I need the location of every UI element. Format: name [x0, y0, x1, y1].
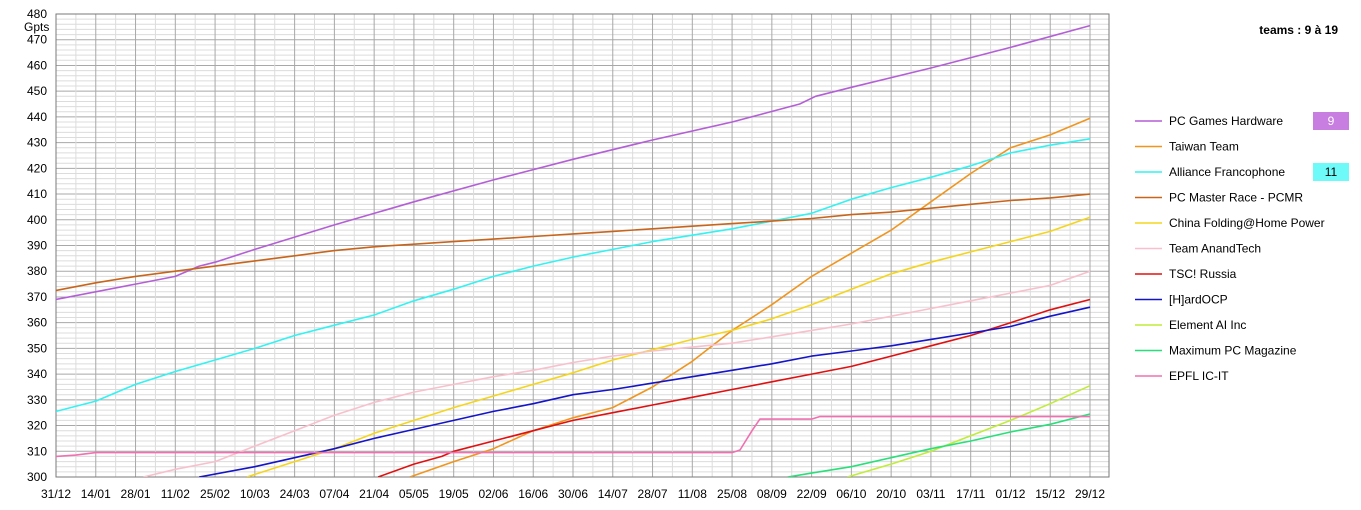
y-tick-label: 420 — [27, 161, 47, 175]
legend-label: Alliance Francophone — [1169, 165, 1285, 179]
legend-label: TSC! Russia — [1169, 267, 1237, 281]
y-tick-label: 340 — [27, 367, 47, 381]
legend: PC Games Hardware 9 Taiwan Team Alliance Fr… — [1135, 112, 1349, 383]
x-tick-label: 25/08 — [717, 487, 747, 501]
series-lines — [56, 24, 1091, 477]
x-tick-label: 16/06 — [518, 487, 548, 501]
y-tick-label: 470 — [27, 33, 47, 47]
series-line — [56, 138, 1091, 413]
series-line — [56, 193, 1091, 292]
chart-title: teams : 9 à 19 — [1259, 23, 1338, 37]
rank-badge-label: 11 — [1325, 165, 1338, 179]
legend-label: Maximum PC Magazine — [1169, 344, 1297, 358]
y-tick-label: 410 — [27, 187, 47, 201]
y-tick-label: 390 — [27, 239, 47, 253]
x-tick-label: 22/09 — [797, 487, 827, 501]
x-tick-label: 24/03 — [280, 487, 310, 501]
plot-border — [55, 13, 1110, 478]
x-tick-label: 10/03 — [240, 487, 270, 501]
x-tick-label: 07/04 — [319, 487, 349, 501]
x-tick-label: 29/12 — [1075, 487, 1105, 501]
y-tick-label: 480 — [27, 7, 47, 21]
x-tick-label: 17/11 — [956, 487, 985, 501]
x-tick-label: 21/04 — [359, 487, 389, 501]
series-line — [246, 216, 1091, 477]
y-tick-label: 330 — [27, 393, 47, 407]
series-line — [56, 415, 1090, 458]
y-axis-label: Gpts — [24, 20, 49, 34]
legend-label: [H]ardOCP — [1169, 293, 1228, 307]
y-tick-label: 320 — [27, 419, 47, 433]
y-tick-label: 460 — [27, 58, 47, 72]
x-tick-label: 25/02 — [200, 487, 230, 501]
legend-label: PC Games Hardware — [1169, 114, 1283, 128]
y-tick-label: 300 — [27, 470, 47, 484]
rank-badge — [1313, 112, 1349, 130]
series-line — [56, 24, 1091, 301]
x-tick-label: 01/12 — [995, 487, 1025, 501]
y-tick-label: 380 — [27, 264, 47, 278]
y-tick-label: 310 — [27, 444, 47, 458]
x-tick-label: 08/09 — [757, 487, 787, 501]
series-line — [199, 306, 1091, 477]
x-tick-label: 06/10 — [836, 487, 866, 501]
legend-label: EPFL IC-IT — [1169, 369, 1229, 383]
axes: 300 310 320 330 340 350 360 370 380 390 400 410 420 4… — [27, 7, 1105, 501]
y-tick-label: 430 — [27, 136, 47, 150]
x-tick-label: 14/01 — [81, 487, 111, 501]
series-line — [787, 413, 1091, 477]
series-line — [143, 270, 1091, 477]
x-tick-label: 15/12 — [1035, 487, 1065, 501]
legend-label: Team AnandTech — [1169, 242, 1261, 256]
x-tick-label: 28/01 — [121, 487, 151, 501]
legend-label: China Folding@Home Power — [1169, 216, 1325, 230]
x-tick-label: 28/07 — [638, 487, 668, 501]
y-tick-label: 350 — [27, 341, 47, 355]
legend-label: Taiwan Team — [1169, 140, 1239, 154]
y-tick-label: 450 — [27, 84, 47, 98]
series-line — [847, 384, 1091, 477]
y-tick-label: 440 — [27, 110, 47, 124]
x-tick-label: 30/06 — [558, 487, 588, 501]
x-tick-label: 11/02 — [161, 487, 190, 501]
x-tick-label: 14/07 — [598, 487, 628, 501]
series-line — [409, 117, 1091, 477]
y-tick-label: 400 — [27, 213, 47, 227]
rank-badge-label: 9 — [1328, 114, 1335, 128]
x-tick-label: 02/06 — [478, 487, 508, 501]
x-tick-label: 05/05 — [399, 487, 429, 501]
x-tick-label: 03/11 — [916, 487, 945, 501]
y-tick-label: 360 — [27, 316, 47, 330]
rank-badge — [1313, 163, 1349, 181]
series-line — [377, 298, 1091, 477]
x-tick-label: 11/08 — [678, 487, 707, 501]
x-tick-label: 20/10 — [876, 487, 906, 501]
legend-label: Element AI Inc — [1169, 318, 1246, 332]
x-tick-label: 31/12 — [41, 487, 71, 501]
y-tick-label: 370 — [27, 290, 47, 304]
x-tick-label: 19/05 — [439, 487, 469, 501]
legend-label: PC Master Race - PCMR — [1169, 191, 1303, 205]
